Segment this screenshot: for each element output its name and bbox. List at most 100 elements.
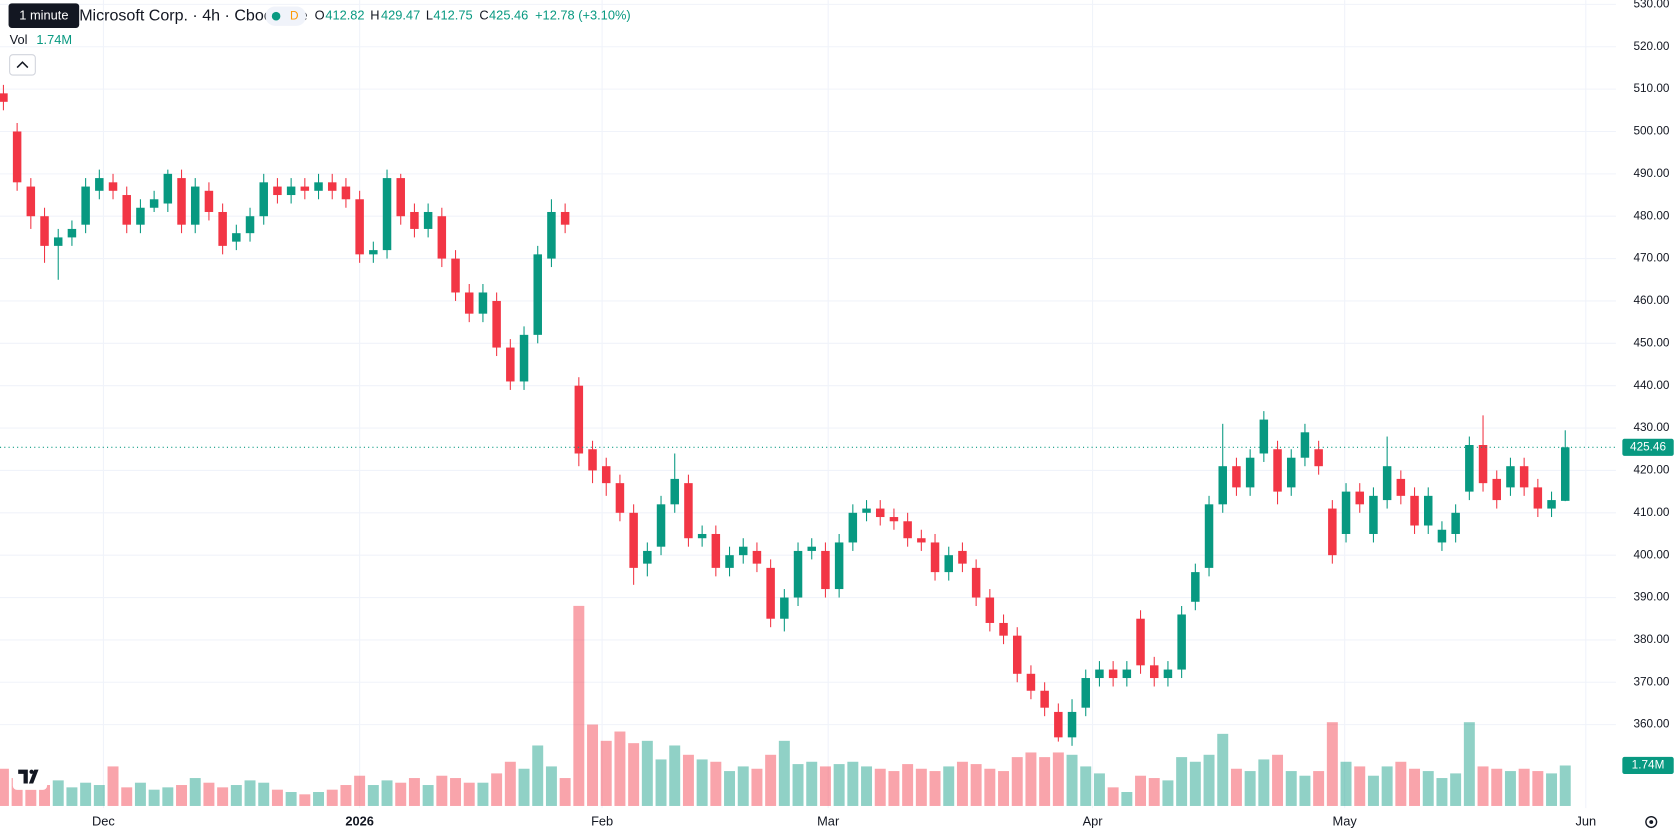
volume-bar [381, 780, 393, 806]
volume-bar [1107, 787, 1119, 806]
volume-bar [1504, 771, 1516, 806]
candle-body [971, 567, 981, 598]
candle-body [862, 508, 871, 513]
volume-bar [573, 605, 585, 806]
volume-bar [1052, 752, 1064, 806]
candle-body [670, 478, 679, 505]
candle-body [643, 550, 652, 564]
volume-badge-label: 1.74M [1632, 759, 1665, 772]
candle-body [1533, 487, 1543, 509]
volume-bar [1230, 768, 1242, 806]
volume-bar [271, 789, 283, 806]
volume-bar [861, 766, 873, 806]
volume-bar [1135, 775, 1147, 806]
candle-body [875, 508, 885, 518]
volume-bar [477, 782, 489, 806]
candle-body [314, 182, 323, 191]
volume-bar [1148, 778, 1160, 806]
candle-body [1067, 711, 1077, 738]
candle-body [629, 512, 638, 568]
candle-body [560, 211, 570, 225]
candle-body [1122, 669, 1132, 679]
candle-body [1232, 466, 1241, 488]
volume-bar [162, 787, 174, 806]
candle-body [1273, 449, 1282, 492]
volume-bar [902, 764, 914, 806]
volume-value: 1.74M [36, 32, 72, 47]
change: +12.78 (+3.10%) [535, 8, 631, 23]
volume-bar [1559, 765, 1571, 806]
volume-bar [1477, 766, 1489, 806]
volume-bar [1463, 722, 1475, 806]
candle-body [1547, 500, 1556, 509]
candle-body [1054, 711, 1063, 738]
price-badge-label: 425.46 [1630, 440, 1666, 453]
volume-bar [1189, 761, 1201, 806]
candle-body [1026, 673, 1036, 691]
candle-body [1423, 495, 1433, 526]
price-badge [1622, 438, 1674, 456]
candle-body [382, 178, 392, 251]
y-tick-label: 360.00 [1633, 718, 1669, 731]
candle-body [656, 504, 666, 547]
candle-body [396, 178, 405, 217]
ohlc-label: C [479, 8, 488, 23]
y-tick-label: 410.00 [1633, 506, 1669, 519]
volume-bar [1162, 780, 1174, 806]
candle-body [889, 517, 899, 522]
candle-body [1478, 445, 1488, 484]
x-tick-label: Dec [92, 813, 115, 828]
volume-bar [1518, 768, 1530, 806]
candle-body [807, 546, 816, 551]
candle-body [793, 550, 803, 598]
candle-body [245, 216, 255, 234]
candle-body [1081, 678, 1090, 708]
candle-body [519, 334, 529, 382]
candle-body [26, 186, 36, 217]
volume-bar [1422, 771, 1434, 806]
y-tick-label: 460.00 [1633, 294, 1669, 307]
y-tick-label: 430.00 [1633, 421, 1669, 434]
candle-body [985, 597, 995, 623]
volume-bar [176, 785, 188, 806]
candle-body [834, 542, 844, 590]
candle-body [903, 521, 912, 539]
candle-body [1286, 457, 1296, 488]
volume-bar [1367, 775, 1379, 806]
x-tick-label: 2026 [345, 813, 374, 828]
candle-body [1136, 618, 1145, 666]
candle-body [478, 292, 488, 314]
candle-body [1451, 512, 1460, 534]
volume-bar [1299, 775, 1311, 806]
volume-bar [1285, 771, 1297, 806]
candle-body [437, 216, 447, 259]
volume-bar [299, 794, 311, 806]
volume-bar [1258, 759, 1270, 806]
candle-body [218, 211, 227, 246]
volume-bar [874, 768, 886, 806]
candle-body [1191, 572, 1200, 602]
candle-body [588, 449, 597, 471]
settings-dot [1649, 820, 1654, 824]
volume-bar [943, 766, 955, 806]
volume-bar [450, 778, 462, 806]
candle-body [766, 567, 775, 619]
collapse-button[interactable] [9, 54, 36, 76]
y-tick-label: 510.00 [1633, 82, 1669, 95]
status-pill[interactable] [265, 6, 307, 26]
candle-body [1341, 491, 1351, 534]
volume-bar [80, 782, 92, 806]
settings-icon[interactable] [1645, 815, 1658, 829]
candle-body [615, 483, 625, 513]
volume-bar [504, 761, 516, 806]
volume-bar [1450, 773, 1462, 806]
candle-body [327, 182, 337, 191]
candle-body [286, 186, 296, 196]
ohlc-label: L [426, 8, 433, 23]
candle-body [1410, 495, 1419, 526]
candle-body [177, 178, 186, 225]
candle-body [464, 292, 474, 314]
y-tick-label: 380.00 [1633, 633, 1669, 646]
ohlc-value: 412.82 [325, 8, 364, 23]
